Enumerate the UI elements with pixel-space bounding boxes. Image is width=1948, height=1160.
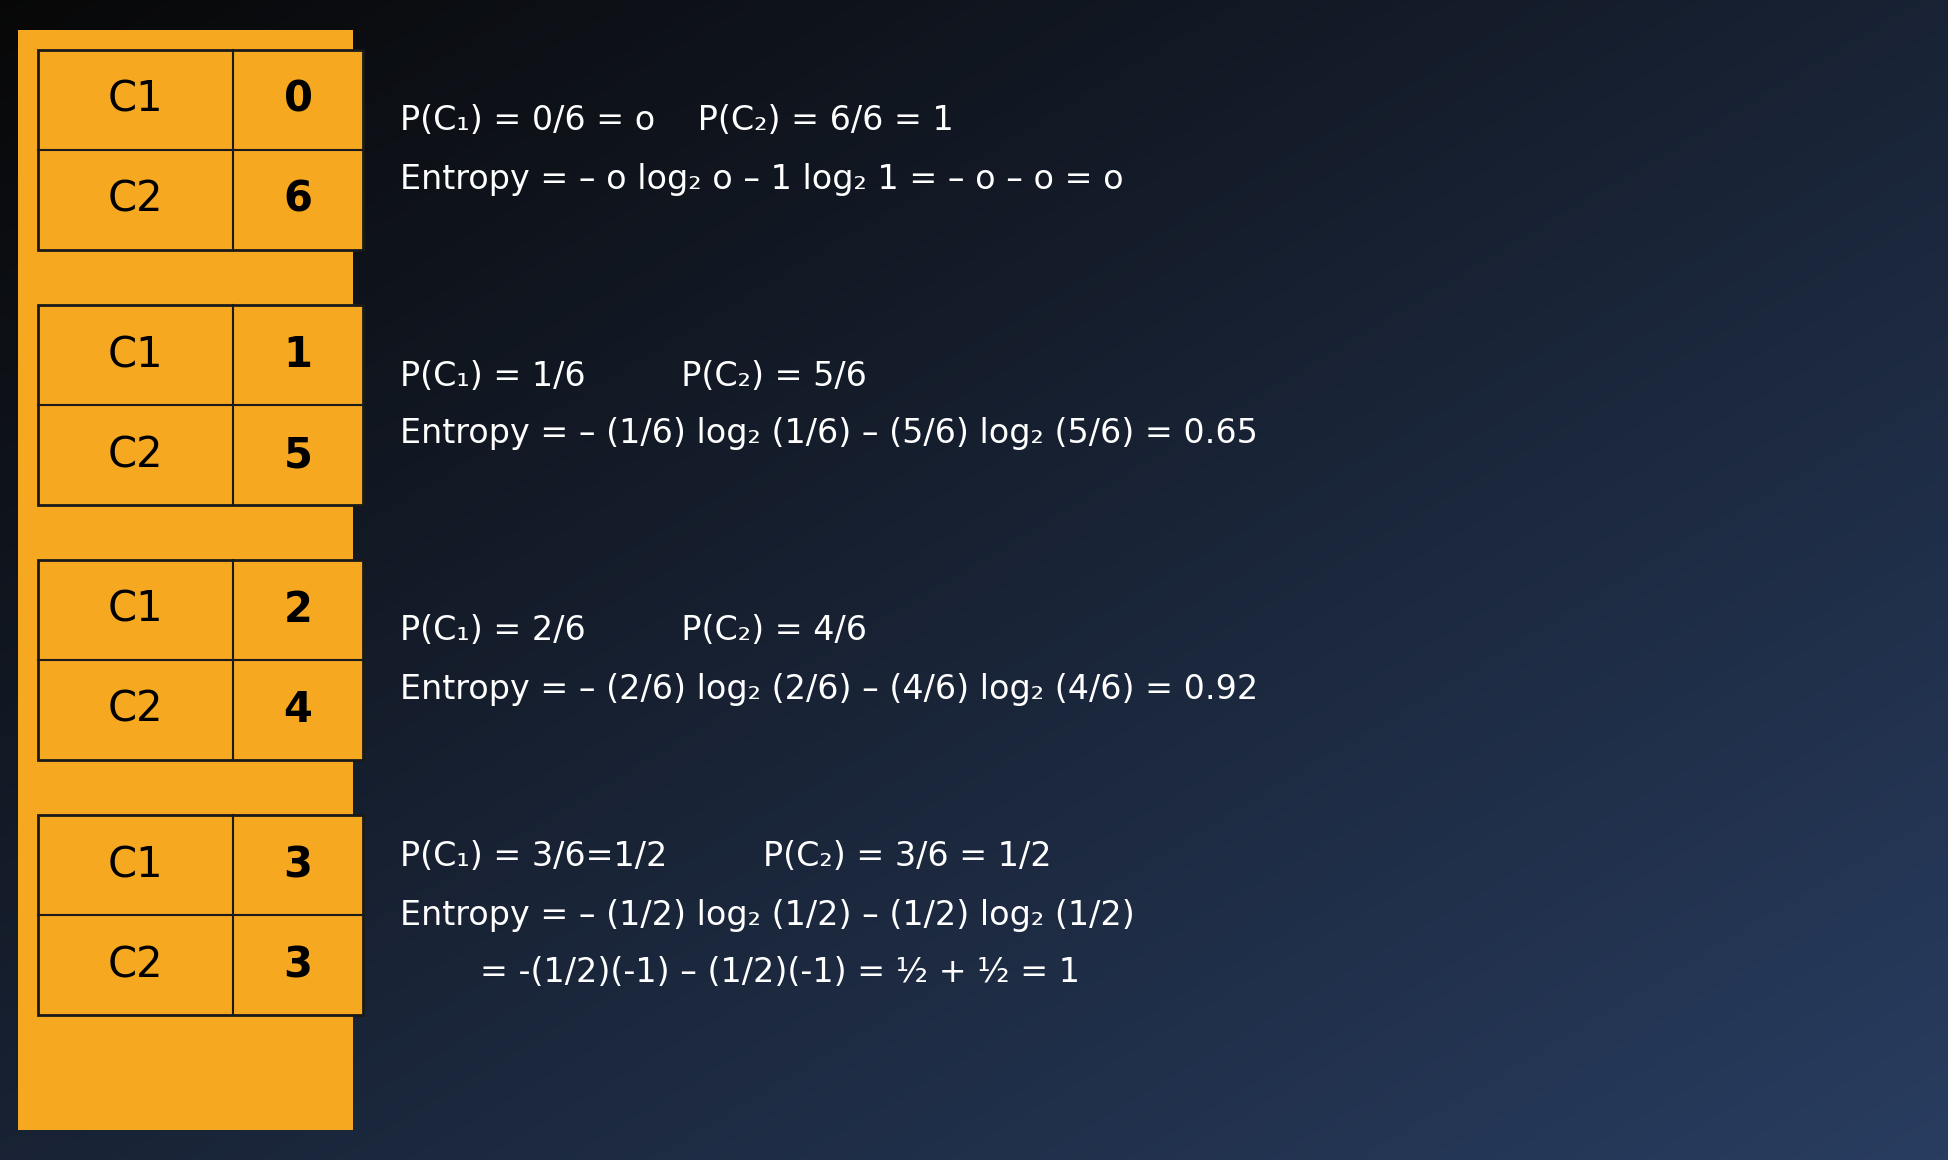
Text: C1: C1 (107, 844, 164, 886)
Text: Entropy = – o log₂ o – 1 log₂ 1 = – o – o = o: Entropy = – o log₂ o – 1 log₂ 1 = – o – … (399, 162, 1124, 196)
Text: C2: C2 (107, 689, 164, 731)
Text: 4: 4 (284, 689, 312, 731)
Text: = -(1/2)(-1) – (1/2)(-1) = ½ + ½ = 1: = -(1/2)(-1) – (1/2)(-1) = ½ + ½ = 1 (479, 957, 1079, 989)
Text: P(C₁) = 3/6=1/2         P(C₂) = 3/6 = 1/2: P(C₁) = 3/6=1/2 P(C₂) = 3/6 = 1/2 (399, 841, 1052, 873)
Text: Entropy = – (2/6) log₂ (2/6) – (4/6) log₂ (4/6) = 0.92: Entropy = – (2/6) log₂ (2/6) – (4/6) log… (399, 673, 1258, 705)
Text: Entropy = – (1/6) log₂ (1/6) – (5/6) log₂ (5/6) = 0.65: Entropy = – (1/6) log₂ (1/6) – (5/6) log… (399, 418, 1258, 450)
Bar (39, 50, 362, 251)
Bar (39, 815, 362, 1015)
Text: C1: C1 (107, 79, 164, 121)
Text: 1: 1 (284, 334, 312, 376)
Bar (39, 50, 362, 251)
Text: 2: 2 (284, 589, 312, 631)
Text: C2: C2 (107, 179, 164, 222)
Text: C1: C1 (107, 334, 164, 376)
Text: 5: 5 (284, 434, 312, 476)
Text: P(C₁) = 2/6         P(C₂) = 4/6: P(C₁) = 2/6 P(C₂) = 4/6 (399, 615, 867, 647)
Bar (18, 30, 353, 1130)
Text: P(C₁) = 1/6         P(C₂) = 5/6: P(C₁) = 1/6 P(C₂) = 5/6 (399, 360, 867, 392)
Text: 3: 3 (284, 944, 312, 986)
Text: C1: C1 (107, 589, 164, 631)
Bar (39, 305, 362, 505)
Text: Entropy = – (1/2) log₂ (1/2) – (1/2) log₂ (1/2): Entropy = – (1/2) log₂ (1/2) – (1/2) log… (399, 899, 1136, 931)
Text: C2: C2 (107, 944, 164, 986)
Text: C2: C2 (107, 434, 164, 476)
Text: 3: 3 (284, 844, 312, 886)
Bar (39, 560, 362, 760)
Bar (39, 305, 362, 505)
Text: 6: 6 (284, 179, 312, 222)
Text: 0: 0 (284, 79, 312, 121)
Bar (39, 560, 362, 760)
Text: P(C₁) = 0/6 = o    P(C₂) = 6/6 = 1: P(C₁) = 0/6 = o P(C₂) = 6/6 = 1 (399, 104, 955, 138)
Bar (39, 815, 362, 1015)
